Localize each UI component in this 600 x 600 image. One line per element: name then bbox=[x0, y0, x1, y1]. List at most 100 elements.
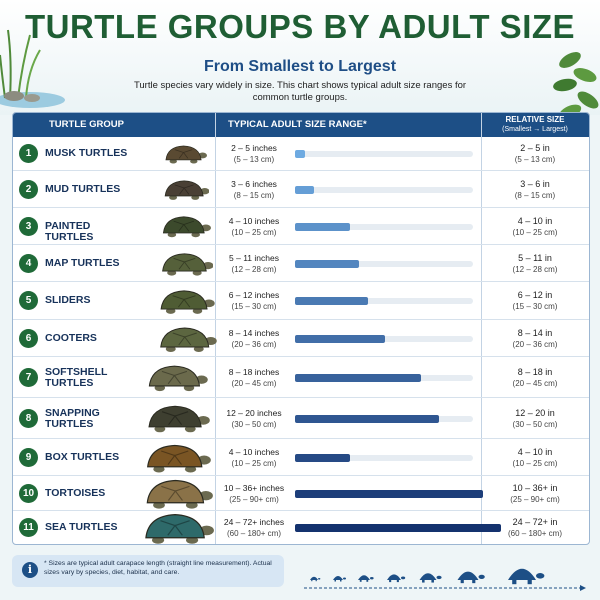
size-range-text: 10 – 36+ inches (25 – 90+ cm) bbox=[218, 483, 290, 505]
size-range-cm: (5 – 13 cm) bbox=[233, 154, 275, 164]
turtle-icon bbox=[145, 514, 214, 544]
header-relative-label: RELATIVE SIZE bbox=[505, 115, 565, 124]
size-range-text: 8 – 14 inches (20 – 36 cm) bbox=[218, 328, 290, 350]
turtle-group-name: MUSK TURTLES bbox=[45, 146, 128, 159]
relative-size-cm: (15 – 30 cm) bbox=[512, 302, 558, 311]
turtle-icon bbox=[148, 365, 208, 392]
size-range-cm: (10 – 25 cm) bbox=[231, 227, 277, 237]
table-row: 4 MAP TURTLES 5 – 11 inches (12 – 28 cm) 5 –… bbox=[13, 244, 589, 282]
turtle-group-name: TORTOISES bbox=[45, 486, 106, 499]
size-range-text: 4 – 10 inches (10 – 25 cm) bbox=[218, 216, 290, 238]
relative-size-inches: 24 – 72+ in bbox=[512, 517, 558, 527]
turtle-silhouette bbox=[310, 576, 321, 582]
relative-size-text: 4 – 10 in (10 – 25 cm) bbox=[481, 216, 589, 238]
relative-size-cm: (20 – 36 cm) bbox=[512, 339, 558, 349]
relative-size-inches: 3 – 6 in bbox=[520, 178, 550, 189]
bar-track bbox=[295, 298, 473, 304]
size-range-text: 12 – 20 inches (30 – 50 cm) bbox=[218, 408, 290, 430]
turtle-icon bbox=[161, 253, 213, 276]
relative-size-inches: 10 – 36+ in bbox=[512, 482, 558, 493]
size-range-inches: 4 – 10 inches bbox=[228, 215, 280, 226]
relative-size-text: 5 – 11 in (12 – 28 cm) bbox=[481, 253, 589, 275]
size-range-cm: (10 – 25 cm) bbox=[231, 458, 277, 468]
relative-size-text: 4 – 10 in (10 – 25 cm) bbox=[481, 447, 589, 469]
chart-title: TURTLE GROUPS BY ADULT SIZE bbox=[24, 8, 576, 45]
relative-size-text: 10 – 36+ in (25 – 90+ cm) bbox=[481, 483, 589, 505]
relative-size-cm: (5 – 13 cm) bbox=[514, 154, 556, 164]
row-number-badge: 11 bbox=[19, 518, 38, 537]
relative-size-text: 2 – 5 in (5 – 13 cm) bbox=[481, 143, 589, 165]
turtle-group-name: MAP TURTLES bbox=[45, 256, 120, 269]
relative-size-inches: 6 – 12 in bbox=[517, 290, 553, 300]
size-range-text: 4 – 10 inches (10 – 25 cm) bbox=[218, 447, 290, 469]
size-range-cm: (20 – 36 cm) bbox=[231, 339, 277, 349]
relative-size-cm: (60 – 180+ cm) bbox=[507, 529, 563, 538]
table-row: 2 MUD TURTLES 3 – 6 inches (8 – 15 cm) 3 – 6… bbox=[13, 170, 589, 208]
size-range-inches: 5 – 11 inches bbox=[229, 252, 279, 263]
turtle-group-name: SNAPPING TURTLES bbox=[45, 406, 100, 430]
size-range-text: 6 – 12 inches (15 – 30 cm) bbox=[218, 290, 290, 312]
row-number-badge: 1 bbox=[19, 143, 38, 163]
relative-size-cm: (30 – 50 cm) bbox=[512, 419, 558, 429]
relative-size-text: 6 – 12 in (15 – 30 cm) bbox=[481, 290, 589, 312]
size-range-text: 2 – 5 inches (5 – 13 cm) bbox=[218, 143, 290, 165]
footnote-box: i * Sizes are typical adult carapace len… bbox=[12, 555, 284, 587]
relative-size-cm: (8 – 15 cm) bbox=[514, 190, 556, 200]
size-range-inches: 24 – 72+ inches bbox=[223, 517, 285, 527]
row-number-badge: 5 bbox=[19, 291, 38, 310]
turtle-icon bbox=[147, 406, 210, 433]
row-number-badge: 3 bbox=[19, 216, 38, 236]
size-range-inches: 2 – 5 inches bbox=[231, 142, 277, 153]
relative-size-text: 8 – 18 in (20 – 45 cm) bbox=[481, 367, 589, 389]
size-bar bbox=[295, 259, 359, 268]
size-bar bbox=[295, 489, 483, 498]
turtle-icon bbox=[146, 480, 213, 509]
relative-size-text: 24 – 72+ in (60 – 180+ cm) bbox=[481, 517, 589, 539]
turtle-group-name: PAINTED TURTLES bbox=[45, 219, 94, 243]
size-range-cm: (25 – 90+ cm) bbox=[229, 494, 279, 504]
relative-size-inches: 12 – 20 in bbox=[515, 407, 555, 418]
turtle-silhouette bbox=[457, 571, 485, 584]
relative-size-cm: (20 – 45 cm) bbox=[512, 378, 558, 388]
size-range-inches: 8 – 14 inches bbox=[228, 327, 280, 338]
info-icon: i bbox=[22, 562, 38, 578]
relative-size-text: 3 – 6 in (8 – 15 cm) bbox=[481, 179, 589, 201]
relative-size-text: 12 – 20 in (30 – 50 cm) bbox=[481, 408, 589, 430]
size-range-inches: 3 – 6 inches bbox=[231, 178, 277, 189]
turtle-silhouette bbox=[508, 568, 545, 585]
size-range-text: 24 – 72+ inches (60 – 180+ cm) bbox=[218, 517, 290, 539]
table-row: 8 SNAPPING TURTLES 12 – 20 inches (30 – 50 … bbox=[13, 397, 589, 439]
size-bar bbox=[295, 414, 439, 423]
size-range-cm: (30 – 50 cm) bbox=[231, 419, 277, 429]
row-number-badge: 9 bbox=[19, 447, 38, 467]
size-bar bbox=[295, 149, 305, 158]
size-range-cm: (15 – 30 cm) bbox=[231, 302, 277, 311]
turtle-silhouette bbox=[387, 574, 406, 583]
table-row: 5 SLIDERS 6 – 12 inches (15 – 30 cm) 6 – 12 … bbox=[13, 281, 589, 320]
turtle-group-name: SEA TURTLES bbox=[45, 521, 118, 533]
size-bar bbox=[295, 297, 368, 305]
turtle-group-name: SLIDERS bbox=[45, 294, 91, 306]
table-row: 9 BOX TURTLES 4 – 10 inches (10 – 25 cm) 4 –… bbox=[13, 438, 589, 476]
table-row: 7 SOFTSHELL TURTLES 8 – 18 inches (20 – 45 … bbox=[13, 356, 589, 398]
turtle-icon bbox=[162, 216, 211, 238]
size-range-text: 3 – 6 inches (8 – 15 cm) bbox=[218, 179, 290, 201]
size-range-inches: 4 – 10 inches bbox=[228, 446, 280, 457]
turtle-group-name: MUD TURTLES bbox=[45, 182, 121, 195]
size-bar bbox=[295, 185, 314, 194]
turtle-silhouette bbox=[358, 575, 374, 582]
table-row: 10 TORTOISES 10 – 36+ inches (25 – 90+ cm) 1… bbox=[13, 475, 589, 511]
table-header: TURTLE GROUP TYPICAL ADULT SIZE RANGE* R… bbox=[13, 113, 589, 137]
turtle-icon bbox=[160, 289, 215, 314]
relative-size-cm: (25 – 90+ cm) bbox=[510, 494, 560, 504]
row-number-badge: 10 bbox=[19, 483, 38, 503]
size-bar bbox=[295, 524, 501, 532]
size-range-inches: 10 – 36+ inches bbox=[223, 482, 285, 493]
row-number-badge: 8 bbox=[19, 408, 38, 428]
row-number-badge: 7 bbox=[19, 367, 38, 387]
size-range-inches: 6 – 12 inches bbox=[228, 290, 280, 300]
size-range-inches: 8 – 18 inches bbox=[228, 366, 280, 377]
relative-size-text: 8 – 14 in (20 – 36 cm) bbox=[481, 328, 589, 350]
header-relative-sub: (Smallest → Largest) bbox=[502, 126, 568, 133]
size-bar bbox=[295, 334, 386, 343]
